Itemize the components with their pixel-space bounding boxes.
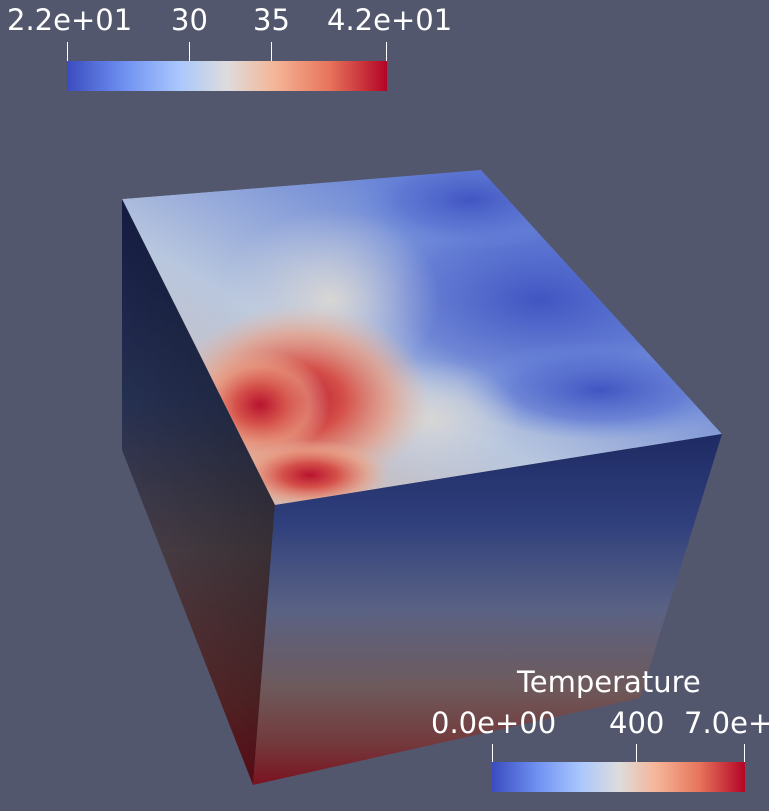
bottom-legend-color-bar xyxy=(492,762,745,792)
top-legend-tick-min xyxy=(67,42,68,62)
top-legend-label-min: 2.2e+01 xyxy=(7,3,133,37)
top-legend-label-30: 30 xyxy=(171,3,208,37)
bottom-legend-tick-min xyxy=(492,744,493,763)
bottom-legend-tick-max xyxy=(744,744,745,763)
top-legend-color-bar xyxy=(67,61,387,91)
bottom-legend-label-400: 400 xyxy=(609,706,665,740)
cube-top-face xyxy=(122,170,722,505)
cube-front-face xyxy=(253,434,722,785)
top-legend-label-max: 4.2e+01 xyxy=(327,3,453,37)
top-legend-tick-30 xyxy=(189,42,190,62)
top-legend-tick-max xyxy=(386,42,387,62)
bottom-legend-tick-400 xyxy=(636,744,637,763)
top-legend-tick-35 xyxy=(271,42,272,62)
top-legend-label-35: 35 xyxy=(253,3,290,37)
bottom-legend-label-max: 7.0e+ xyxy=(684,706,769,740)
bottom-legend-label-min: 0.0e+00 xyxy=(431,706,557,740)
bottom-legend-title: Temperature xyxy=(517,665,701,699)
